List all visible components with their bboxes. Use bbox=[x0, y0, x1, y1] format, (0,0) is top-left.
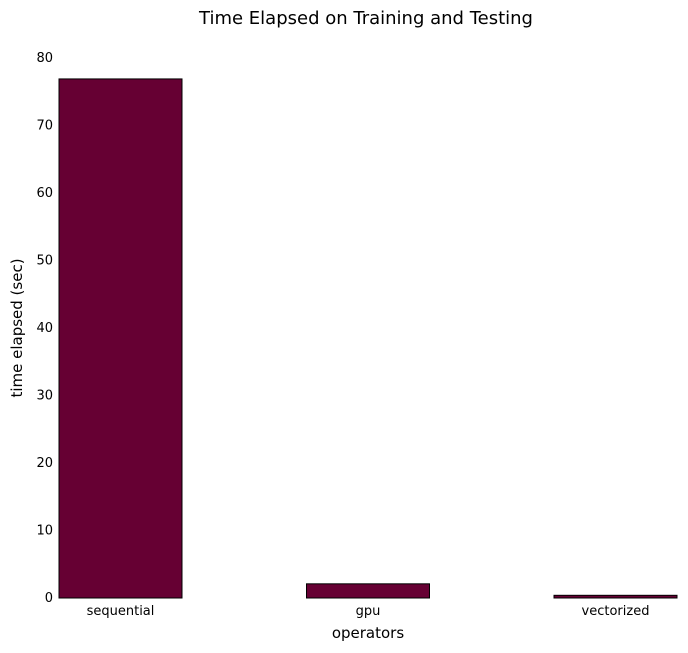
y-axis-label: time elapsed (sec) bbox=[8, 258, 26, 397]
bar-sequential bbox=[58, 78, 183, 599]
y-tick-label: 60 bbox=[36, 186, 53, 201]
chart-title: Time Elapsed on Training and Testing bbox=[198, 8, 533, 29]
y-tick-label: 80 bbox=[36, 51, 53, 66]
x-tick-label: vectorized bbox=[582, 604, 650, 619]
x-axis-ticks: sequential gpu vectorized bbox=[87, 604, 650, 619]
y-tick-label: 50 bbox=[36, 254, 53, 269]
bar-vectorized bbox=[553, 594, 678, 599]
x-axis-label: operators bbox=[332, 624, 405, 642]
y-axis-ticks: 0 10 20 30 40 50 60 70 80 bbox=[36, 51, 53, 606]
x-tick-label: gpu bbox=[356, 604, 381, 619]
y-tick-label: 0 bbox=[45, 591, 53, 606]
y-tick-label: 30 bbox=[36, 389, 53, 404]
y-tick-label: 10 bbox=[36, 524, 53, 539]
y-tick-label: 70 bbox=[36, 119, 53, 134]
y-tick-label: 40 bbox=[36, 321, 53, 336]
bar-gpu bbox=[306, 583, 430, 599]
bars-group bbox=[58, 78, 678, 599]
x-tick-label: sequential bbox=[87, 604, 155, 619]
y-tick-label: 20 bbox=[36, 456, 53, 471]
